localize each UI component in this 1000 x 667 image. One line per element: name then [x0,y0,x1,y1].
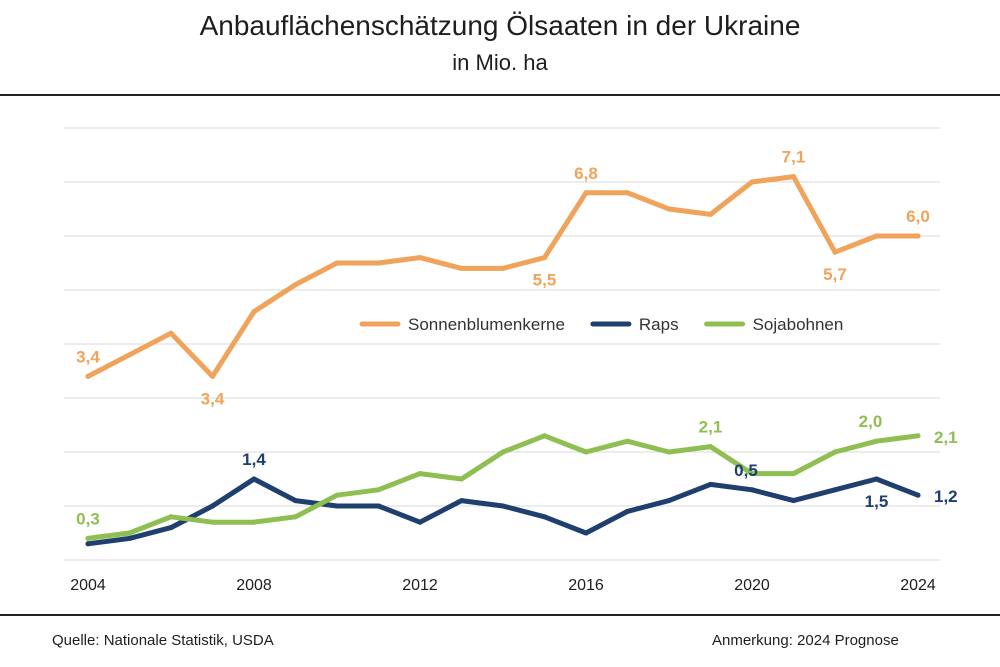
data-point [583,190,589,196]
data-point [749,471,755,477]
legend-label: Sonnenblumenkerne [408,315,565,334]
data-point [127,352,132,358]
data-point [251,309,257,315]
x-tick-label: 2020 [734,577,770,594]
data-point [708,211,713,217]
x-tick-label: 2004 [70,577,106,594]
data-point [85,535,91,541]
legend-label: Sojabohnen [753,315,844,334]
data-point [210,373,215,379]
data-point [915,433,921,439]
data-point [127,530,132,536]
data-point [459,265,464,271]
data-point [708,444,713,450]
series-line [85,476,921,547]
data-label: 3,4 [76,347,100,366]
data-point [542,433,547,439]
data-point [417,471,423,477]
data-point [625,438,630,444]
data-point [251,519,257,525]
data-point [334,503,340,509]
data-point [583,449,589,455]
data-point [334,492,340,498]
data-label: 6,0 [906,207,930,226]
data-point [666,498,672,504]
data-label: 2,1 [699,418,723,437]
data-label: 2,0 [859,412,883,431]
forecast-note: Anmerkung: 2024 Prognose [712,632,899,649]
data-point [210,503,215,509]
data-point [791,498,796,504]
data-point [625,508,630,514]
data-label: 1,4 [242,450,266,469]
bottom-divider [0,614,1000,616]
data-point [749,179,755,185]
data-point [500,265,506,271]
data-point [625,190,630,196]
data-point [376,503,381,509]
x-tick-label: 2016 [568,577,604,594]
data-point [500,503,506,509]
data-label: 0,3 [76,509,100,528]
data-label: 1,5 [865,492,889,511]
data-point [666,449,672,455]
data-point [293,514,298,520]
data-point [459,498,464,504]
data-point [210,519,215,525]
x-tick-label: 2012 [402,577,438,594]
data-point [666,206,672,212]
data-label: 3,4 [201,389,225,408]
data-point [459,476,464,482]
data-point [293,498,298,504]
data-point [915,492,921,498]
top-divider [0,94,1000,96]
data-point [334,260,340,266]
source-note: Quelle: Nationale Statistik, USDA [52,632,274,649]
legend-label: Raps [639,315,679,334]
data-label: 2,1 [934,428,958,447]
data-point [251,476,257,482]
data-point [583,530,589,536]
data-point [85,541,91,547]
data-point [500,449,506,455]
chart-subtitle: in Mio. ha [452,50,548,75]
data-point [168,330,174,336]
x-tick-label: 2024 [900,577,936,594]
data-point [749,487,755,493]
series-line [85,174,921,379]
data-point [376,260,381,266]
data-point [791,174,796,180]
data-point [293,282,298,288]
data-point [832,249,838,255]
data-point [542,514,547,520]
data-point [915,233,921,239]
data-label: 7,1 [782,148,806,167]
data-label: 5,5 [533,271,557,290]
data-label: 5,7 [823,265,847,284]
data-point [168,514,174,520]
data-point [791,471,796,477]
x-tick-label: 2008 [236,577,272,594]
data-label: 1,2 [934,487,958,506]
data-point [874,438,879,444]
data-point [708,481,713,487]
data-point [417,519,423,525]
data-point [874,476,879,482]
chart-title: Anbauflächenschätzung Ölsaaten in der Uk… [199,10,801,41]
data-label: 0,5 [734,461,758,480]
data-point [127,535,132,541]
data-point [85,373,91,379]
data-point [417,255,423,261]
data-point [874,233,879,239]
data-point [168,525,174,531]
data-point [376,487,381,493]
data-label: 6,8 [574,164,598,183]
data-point [832,487,838,493]
data-point [832,449,838,455]
data-point [542,255,547,261]
